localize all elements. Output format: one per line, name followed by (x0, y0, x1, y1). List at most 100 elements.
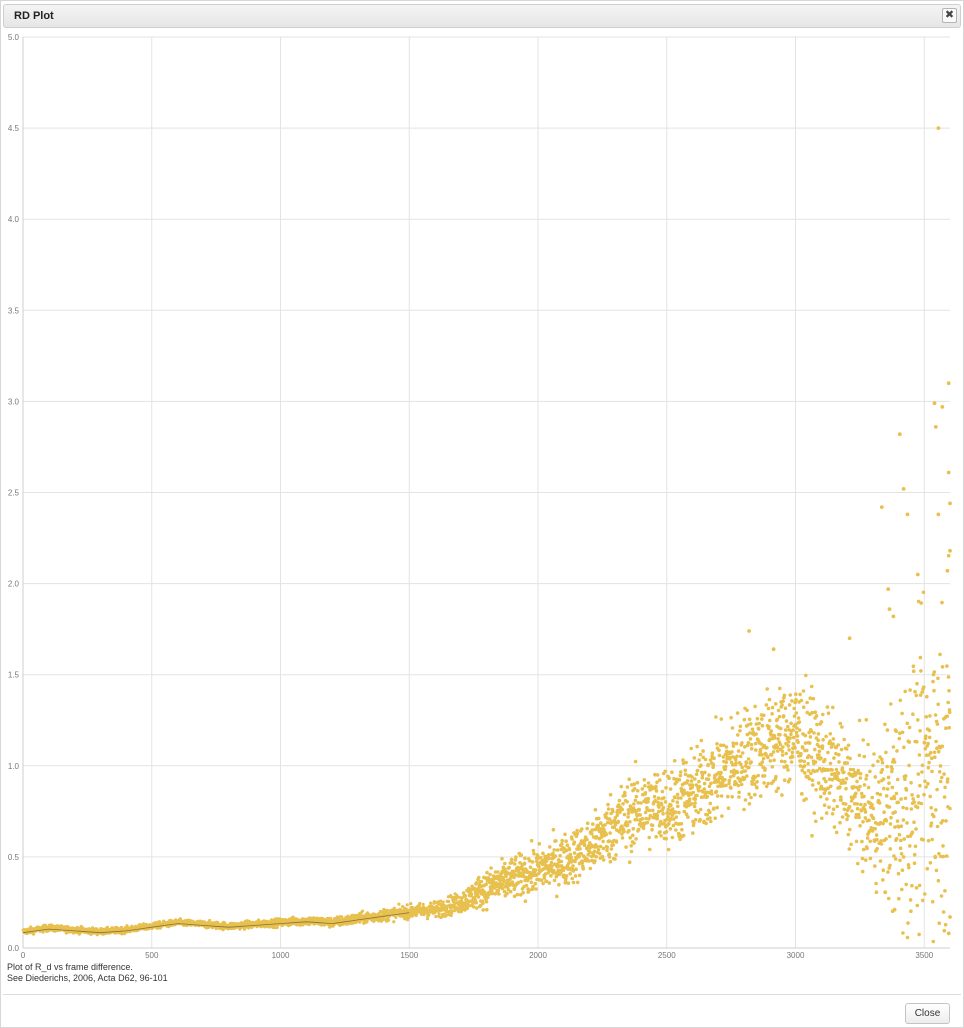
data-point (795, 726, 799, 730)
data-point (560, 842, 564, 846)
data-point (619, 784, 623, 789)
data-point (638, 813, 642, 817)
data-point (852, 802, 857, 806)
data-point (529, 838, 534, 843)
data-point (848, 827, 852, 832)
data-point (678, 837, 682, 842)
data-point (790, 699, 794, 703)
data-point (876, 759, 880, 764)
data-point (922, 792, 926, 797)
data-point (531, 848, 536, 853)
data-point (727, 781, 731, 786)
data-point (880, 757, 884, 762)
data-point (826, 750, 830, 755)
data-point (940, 775, 944, 780)
data-point (572, 851, 577, 855)
data-point (918, 693, 923, 697)
data-point (573, 859, 577, 864)
close-button[interactable]: Close (905, 1003, 950, 1024)
data-point (822, 803, 827, 807)
data-point (826, 711, 831, 715)
data-point (481, 901, 485, 906)
data-point (477, 875, 481, 880)
data-point (563, 832, 567, 837)
data-point (875, 791, 880, 796)
data-point (942, 772, 946, 776)
dialog-titlebar[interactable]: RD Plot ✖ (3, 4, 961, 28)
data-point (537, 842, 542, 846)
data-point (521, 890, 525, 895)
data-point (596, 848, 601, 852)
data-point (668, 787, 673, 791)
data-point (518, 871, 522, 875)
data-point (917, 753, 922, 757)
data-point (915, 681, 919, 686)
data-point (745, 774, 749, 778)
data-point (880, 760, 885, 765)
data-points (21, 126, 952, 944)
data-point (858, 824, 862, 828)
data-point (918, 655, 923, 660)
data-point (664, 830, 669, 834)
data-point (681, 833, 686, 838)
data-point (797, 720, 802, 724)
data-point (894, 729, 898, 733)
data-point (883, 722, 887, 727)
data-point (623, 790, 627, 795)
data-point (460, 896, 464, 900)
data-point (926, 838, 931, 843)
close-icon[interactable]: ✖ (942, 8, 957, 23)
data-point (488, 872, 492, 877)
data-point (693, 801, 697, 805)
data-point (328, 916, 333, 921)
data-point (594, 835, 599, 839)
data-point (568, 872, 572, 876)
data-point (731, 741, 735, 745)
data-point (743, 769, 748, 773)
data-point (487, 892, 492, 896)
data-point-outlier (946, 931, 951, 936)
data-point (775, 745, 780, 749)
data-point (685, 779, 690, 783)
data-point (654, 789, 659, 793)
data-point (674, 828, 678, 832)
data-point (609, 847, 614, 851)
data-point (787, 740, 791, 744)
data-point (884, 819, 889, 823)
data-point (420, 912, 424, 917)
data-point (403, 917, 407, 921)
data-point (736, 783, 741, 788)
data-point (397, 902, 401, 906)
data-point (939, 894, 944, 898)
data-point (746, 723, 750, 727)
data-point (553, 854, 558, 858)
data-point (598, 844, 603, 849)
data-point (762, 774, 767, 778)
data-point (850, 809, 854, 813)
data-point (737, 795, 741, 799)
data-point (904, 788, 909, 792)
data-point (860, 839, 864, 844)
data-point (925, 694, 929, 699)
data-point (867, 829, 872, 833)
data-point (684, 812, 689, 816)
data-point (872, 752, 876, 756)
data-point (707, 773, 711, 777)
data-point (689, 746, 693, 751)
data-point (572, 840, 577, 844)
data-point (534, 859, 539, 864)
data-point (601, 846, 606, 851)
data-point (947, 710, 952, 715)
data-point (854, 791, 858, 796)
data-point (937, 851, 941, 856)
data-point (606, 820, 610, 825)
data-point (719, 770, 723, 775)
data-point-outlier (946, 470, 951, 475)
data-point (890, 767, 894, 771)
data-point (941, 854, 946, 859)
data-point (728, 775, 733, 779)
data-point (620, 807, 624, 812)
data-point (860, 869, 865, 874)
data-point (351, 921, 355, 925)
data-point (874, 881, 878, 886)
